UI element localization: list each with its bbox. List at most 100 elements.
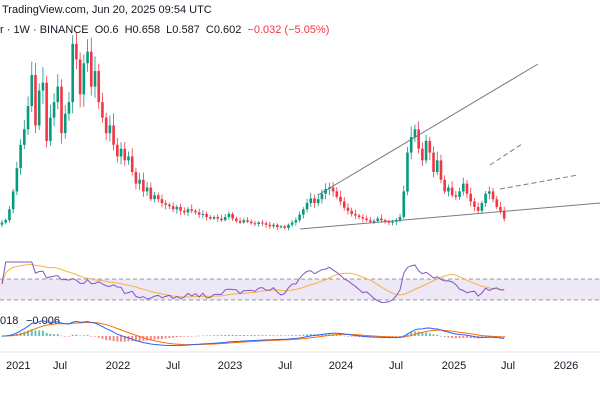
- candle-body[interactable]: [194, 210, 197, 213]
- candle-body[interactable]: [82, 63, 86, 95]
- candle-body[interactable]: [290, 222, 294, 225]
- candle-body[interactable]: [41, 82, 45, 91]
- candle-body[interactable]: [104, 117, 108, 134]
- candle-body[interactable]: [116, 144, 119, 157]
- candle-body[interactable]: [354, 213, 357, 216]
- candle-body[interactable]: [253, 223, 257, 225]
- candle-body[interactable]: [268, 224, 272, 227]
- candle-body[interactable]: [313, 198, 316, 204]
- candle-body[interactable]: [201, 213, 205, 215]
- trendline-resistance[interactable]: [317, 63, 539, 196]
- time-axis[interactable]: 2021 Jul 2022 Jul 2023 Jul 2024 Jul 2025 Jul 2026: [6, 360, 578, 372]
- candle-body[interactable]: [387, 221, 391, 223]
- candle-body[interactable]: [275, 224, 279, 228]
- candle-body[interactable]: [302, 209, 305, 215]
- candle-body[interactable]: [246, 220, 249, 222]
- candle-body[interactable]: [179, 206, 182, 211]
- candle-body[interactable]: [138, 179, 141, 184]
- candle-body[interactable]: [391, 221, 394, 223]
- candle-body[interactable]: [428, 140, 432, 153]
- candle-body[interactable]: [175, 206, 179, 210]
- candle-body[interactable]: [186, 209, 190, 213]
- trendline-projection-upper[interactable]: [489, 143, 523, 166]
- candle-body[interactable]: [52, 102, 56, 118]
- candle-body[interactable]: [454, 195, 458, 197]
- candle-body[interactable]: [67, 102, 71, 114]
- candle-body[interactable]: [15, 168, 19, 192]
- candle-body[interactable]: [480, 203, 484, 211]
- candle-body[interactable]: [261, 222, 264, 224]
- candle-body[interactable]: [294, 220, 298, 223]
- candle-body[interactable]: [63, 113, 67, 134]
- candle-body[interactable]: [350, 210, 353, 214]
- candle-body[interactable]: [119, 148, 123, 157]
- candle-body[interactable]: [160, 199, 164, 204]
- candle-body[interactable]: [421, 148, 424, 161]
- candle-body[interactable]: [402, 191, 406, 218]
- candle-body[interactable]: [335, 191, 339, 197]
- candle-body[interactable]: [499, 206, 502, 211]
- candle-body[interactable]: [142, 179, 145, 192]
- candle-body[interactable]: [320, 193, 324, 200]
- candle-body[interactable]: [11, 191, 15, 210]
- candle-body[interactable]: [324, 189, 327, 194]
- candle-body[interactable]: [264, 223, 268, 225]
- candle-body[interactable]: [123, 148, 127, 161]
- candle-body[interactable]: [257, 222, 260, 225]
- candle-body[interactable]: [0, 222, 4, 225]
- candle-body[interactable]: [331, 187, 335, 192]
- candle-body[interactable]: [23, 129, 26, 145]
- candle-body[interactable]: [4, 220, 8, 223]
- candle-body[interactable]: [108, 125, 112, 134]
- candle-body[interactable]: [469, 193, 473, 202]
- candle-body[interactable]: [153, 195, 156, 200]
- candle-body[interactable]: [309, 198, 313, 204]
- candle-body[interactable]: [424, 140, 428, 161]
- candle-body[interactable]: [328, 187, 331, 190]
- candle-body[interactable]: [156, 195, 160, 200]
- candle-body[interactable]: [227, 213, 231, 218]
- candle-body[interactable]: [342, 201, 346, 208]
- candle-body[interactable]: [365, 218, 368, 221]
- candle-body[interactable]: [127, 156, 130, 161]
- candle-body[interactable]: [34, 74, 37, 126]
- candle-body[interactable]: [380, 218, 383, 221]
- candle-body[interactable]: [112, 125, 115, 145]
- trendline-support[interactable]: [299, 202, 600, 230]
- candle-body[interactable]: [413, 129, 417, 138]
- candle-body[interactable]: [60, 86, 63, 134]
- candle-body[interactable]: [372, 220, 376, 222]
- candle-body[interactable]: [223, 217, 227, 221]
- candle-body[interactable]: [182, 210, 186, 213]
- candle-body[interactable]: [383, 220, 387, 222]
- candle-body[interactable]: [465, 183, 469, 194]
- candle-body[interactable]: [235, 218, 238, 221]
- trendline-projection-lower[interactable]: [499, 174, 579, 190]
- candle-body[interactable]: [93, 71, 97, 87]
- candle-body[interactable]: [361, 217, 365, 219]
- candle-body[interactable]: [443, 179, 446, 192]
- candle-body[interactable]: [145, 187, 149, 192]
- candle-body[interactable]: [45, 82, 48, 141]
- candle-body[interactable]: [75, 43, 78, 60]
- candle-body[interactable]: [488, 191, 491, 194]
- candle-body[interactable]: [435, 160, 439, 172]
- candle-body[interactable]: [216, 217, 220, 219]
- candle-body[interactable]: [450, 187, 454, 196]
- candle-body[interactable]: [19, 144, 22, 169]
- candle-body[interactable]: [101, 102, 104, 118]
- candle-body[interactable]: [376, 218, 380, 221]
- candle-body[interactable]: [473, 201, 476, 207]
- candle-body[interactable]: [71, 43, 74, 103]
- candle-body[interactable]: [26, 106, 30, 130]
- candle-body[interactable]: [279, 226, 283, 228]
- candle-body[interactable]: [495, 199, 499, 207]
- candle-body[interactable]: [78, 59, 82, 95]
- candle-body[interactable]: [164, 203, 167, 205]
- candle-body[interactable]: [316, 199, 320, 204]
- candle-body[interactable]: [439, 160, 443, 180]
- candle-body[interactable]: [242, 220, 246, 223]
- candle-body[interactable]: [37, 90, 41, 126]
- candle-body[interactable]: [130, 156, 134, 172]
